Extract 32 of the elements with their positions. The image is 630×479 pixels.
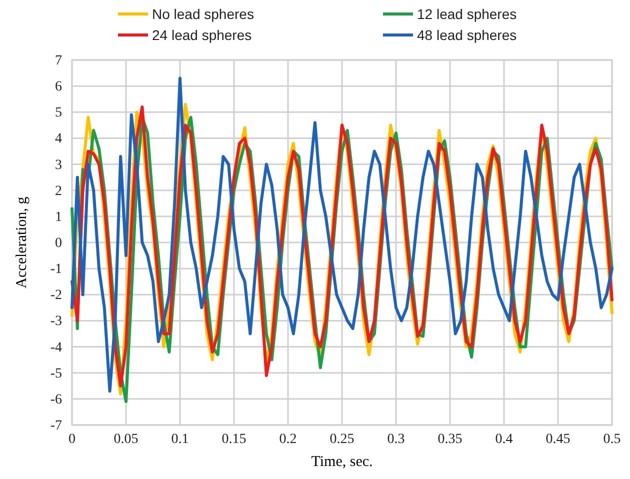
legend-label: 24 lead spheres [152, 27, 252, 43]
y-tick-label: 0 [55, 236, 62, 251]
x-tick-label: 0.2 [279, 432, 297, 447]
y-tick-label: -4 [50, 340, 62, 356]
x-tick-label: 0.45 [546, 432, 570, 447]
legend-label: 48 lead spheres [417, 27, 517, 43]
y-tick-label: 2 [55, 184, 62, 199]
y-tick-label: 1 [55, 210, 62, 225]
x-tick-label: 0.3 [387, 432, 405, 447]
y-tick-label: 5 [55, 106, 62, 121]
x-tick-label: 0.1 [171, 432, 189, 447]
y-axis-title: Acceleration, g [14, 196, 30, 288]
y-tick-label: -3 [50, 314, 62, 330]
x-axis-title: Time, sec. [311, 454, 373, 470]
x-tick-label: 0.5 [603, 432, 621, 447]
legend-label: No lead spheres [152, 6, 254, 22]
y-tick-label: -5 [50, 366, 62, 382]
y-tick-label: 7 [55, 53, 62, 68]
legend-label: 12 lead spheres [417, 6, 517, 22]
x-tick-label: 0.35 [438, 432, 462, 447]
y-tick-label: 3 [55, 158, 62, 173]
y-tick-label: 4 [55, 132, 62, 147]
y-tick-label: -7 [50, 418, 62, 434]
y-tick-label: -2 [50, 288, 62, 304]
x-tick-label: 0.05 [114, 432, 138, 447]
x-tick-label: 0 [68, 432, 76, 447]
x-tick-label: 0.25 [330, 432, 354, 447]
y-tick-label: -1 [50, 262, 62, 278]
x-tick-label: 0.4 [495, 432, 513, 447]
y-tick-label: -6 [50, 392, 62, 408]
x-tick-label: 0.15 [222, 432, 246, 447]
y-tick-label: 6 [55, 80, 62, 95]
